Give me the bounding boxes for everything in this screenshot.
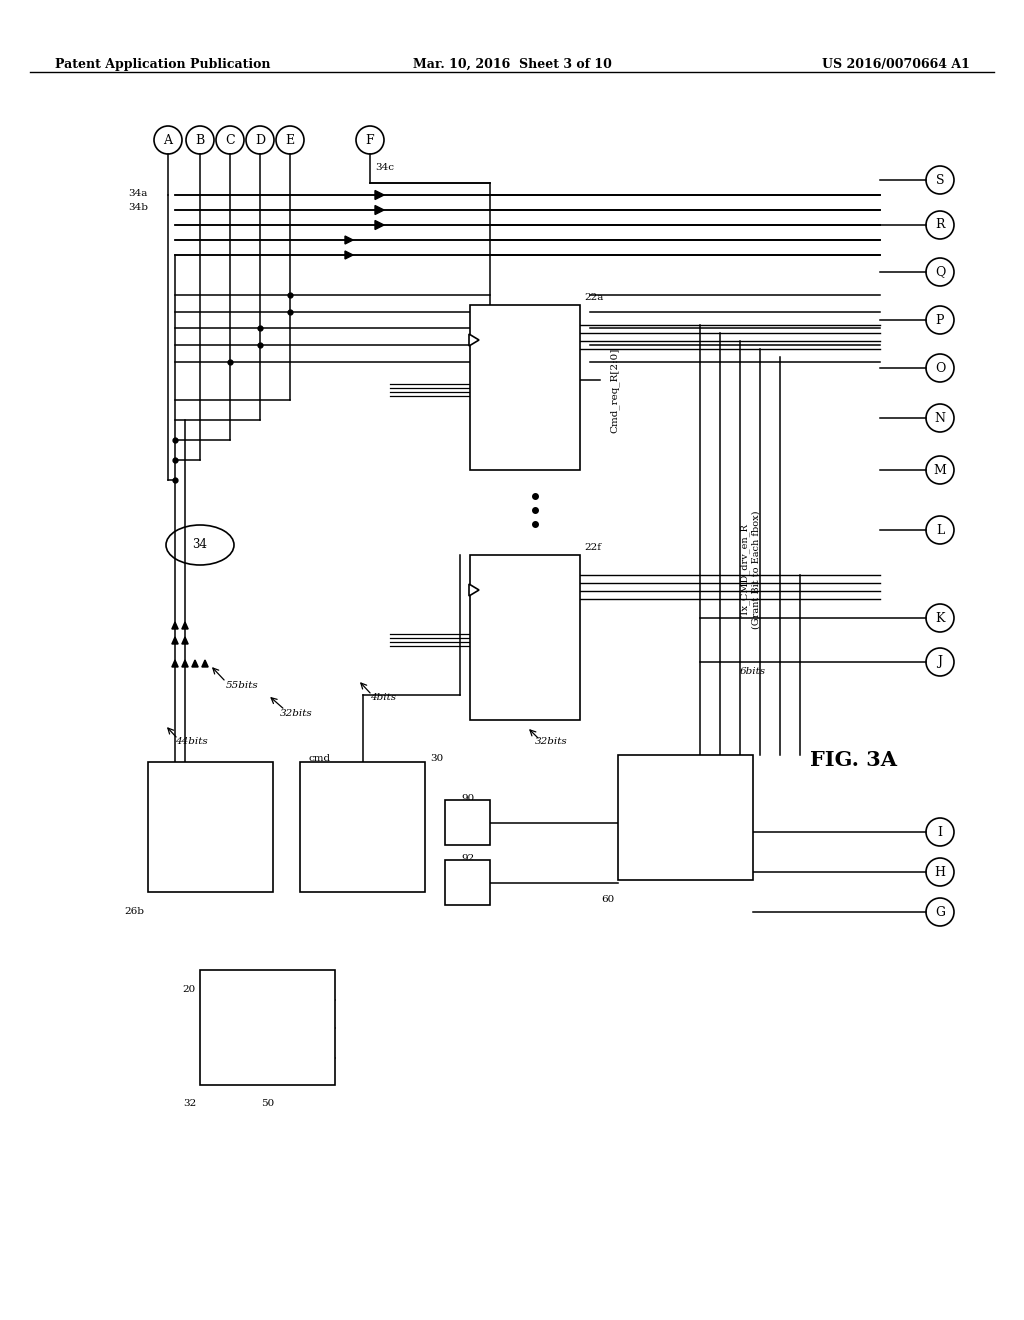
Polygon shape [469, 334, 479, 346]
Text: Tx_CMD_drv_en_R
(Grant Bit to Each fbox): Tx_CMD_drv_en_R (Grant Bit to Each fbox) [740, 511, 760, 630]
Text: B: B [196, 133, 205, 147]
Text: 26b: 26b [124, 908, 144, 916]
Text: 32: 32 [182, 1098, 196, 1107]
Polygon shape [182, 638, 188, 644]
Polygon shape [172, 622, 178, 630]
Text: 22a: 22a [584, 293, 603, 302]
Bar [618, 755, 753, 880]
Text: 32bits: 32bits [535, 738, 567, 747]
Text: P: P [936, 314, 944, 326]
Polygon shape [345, 236, 353, 244]
Bar [470, 305, 580, 470]
Text: 34a: 34a [129, 189, 148, 198]
Text: Cmd_req_R[2:0]: Cmd_req_R[2:0] [610, 347, 620, 433]
Text: S: S [936, 173, 944, 186]
Text: Q: Q [935, 265, 945, 279]
Text: 30: 30 [430, 754, 443, 763]
Bar [200, 970, 335, 1085]
Text: 60: 60 [601, 895, 614, 904]
Text: 34: 34 [193, 539, 208, 552]
Polygon shape [182, 622, 188, 630]
Text: 6bits: 6bits [740, 668, 766, 676]
Text: Mar. 10, 2016  Sheet 3 of 10: Mar. 10, 2016 Sheet 3 of 10 [413, 58, 611, 71]
Text: 34b: 34b [128, 203, 148, 213]
Text: 90: 90 [461, 795, 474, 803]
Text: cmd: cmd [309, 754, 331, 763]
Text: Inputs
Fx_cmd bus
arbiter: Inputs Fx_cmd bus arbiter [652, 800, 719, 834]
Text: H: H [935, 866, 945, 879]
Text: 44bits: 44bits [175, 738, 208, 747]
Text: 55bits: 55bits [226, 681, 259, 689]
Text: G: G [935, 906, 945, 919]
Polygon shape [182, 660, 188, 667]
Text: US 2016/0070664 A1: US 2016/0070664 A1 [822, 58, 970, 71]
Text: E: E [286, 133, 295, 147]
Text: In
puts: In puts [513, 636, 538, 659]
Text: Patent Application Publication: Patent Application Publication [55, 58, 270, 71]
Text: In
puts: In puts [513, 387, 538, 408]
Text: K: K [935, 611, 945, 624]
Text: SDRAM
Unit: SDRAM Unit [187, 813, 234, 841]
Text: R: R [935, 219, 945, 231]
Polygon shape [172, 660, 178, 667]
Polygon shape [469, 583, 479, 597]
Polygon shape [375, 190, 384, 199]
Polygon shape [375, 206, 384, 214]
Text: 50: 50 [261, 1098, 274, 1107]
Text: 20: 20 [182, 986, 196, 994]
Text: J: J [938, 656, 942, 668]
Text: FIG. 3A: FIG. 3A [810, 750, 897, 770]
Polygon shape [191, 660, 199, 667]
Text: C: C [225, 133, 234, 147]
Polygon shape [202, 660, 208, 667]
Text: L: L [936, 524, 944, 536]
Text: Addr: Addr [220, 995, 246, 1005]
Text: A: A [164, 133, 172, 147]
Polygon shape [172, 638, 178, 644]
Text: I: I [938, 825, 942, 838]
Polygon shape [375, 220, 384, 230]
Text: Translation
Unit: Translation Unit [329, 813, 396, 841]
Bar [470, 554, 580, 719]
Text: O: O [935, 362, 945, 375]
Text: F: F [366, 133, 375, 147]
Text: 92: 92 [461, 854, 474, 863]
Bar [148, 762, 273, 892]
Bar [445, 861, 490, 906]
Text: D: D [255, 133, 265, 147]
Text: 34c: 34c [375, 164, 394, 173]
Text: 4bits: 4bits [370, 693, 396, 702]
Polygon shape [345, 251, 353, 259]
Text: 22f: 22f [584, 543, 601, 552]
Text: Data: Data [220, 1023, 245, 1032]
Text: N: N [935, 412, 945, 425]
Text: 32bits: 32bits [280, 709, 312, 718]
Bar [300, 762, 425, 892]
Text: M: M [934, 463, 946, 477]
Text: cmd: cmd [220, 1053, 242, 1063]
Bar [445, 800, 490, 845]
